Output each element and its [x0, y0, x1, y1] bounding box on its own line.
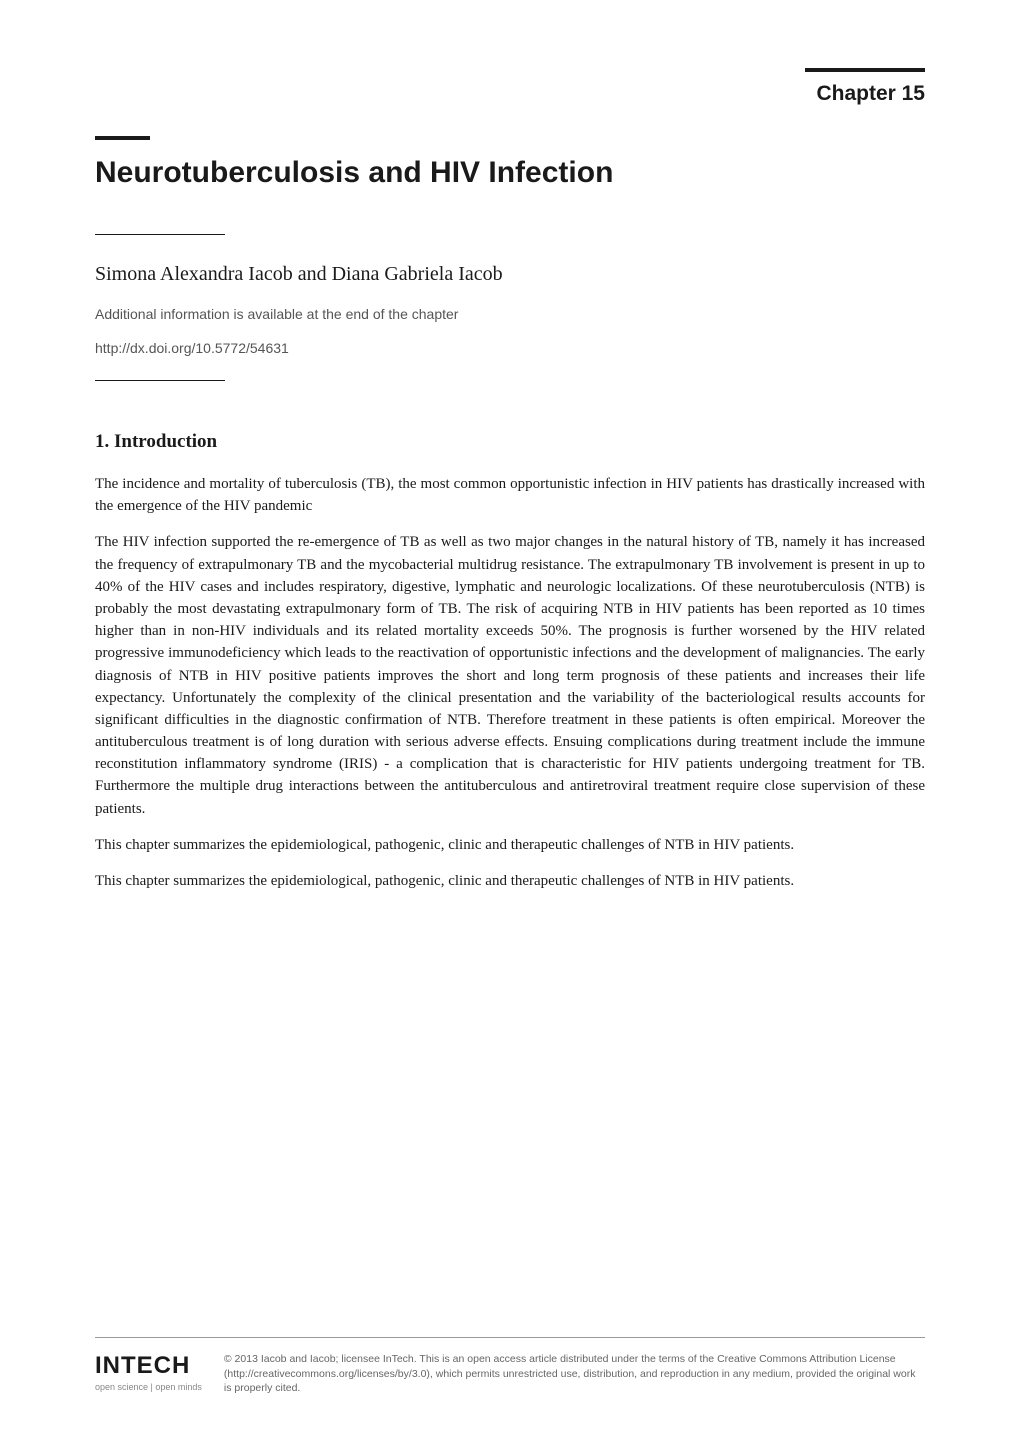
copyright-notice: © 2013 Iacob and Iacob; licensee InTech.…	[224, 1352, 925, 1396]
divider-rule	[95, 234, 225, 235]
body-paragraph: This chapter summarizes the epidemiologi…	[95, 834, 925, 856]
publisher-logo: INTECH open science | open minds	[95, 1352, 202, 1392]
divider-rule	[95, 380, 225, 381]
doi-link: http://dx.doi.org/10.5772/54631	[95, 340, 925, 356]
page-footer: INTECH open science | open minds © 2013 …	[95, 1337, 925, 1396]
body-paragraph: The HIV infection supported the re-emerg…	[95, 531, 925, 819]
authors: Simona Alexandra Iacob and Diana Gabriel…	[95, 263, 925, 286]
additional-info-note: Additional information is available at t…	[95, 306, 925, 322]
section-heading: 1. Introduction	[95, 431, 925, 453]
title-block: Neurotuberculosis and HIV Infection	[95, 144, 925, 190]
body-paragraph: The incidence and mortality of tuberculo…	[95, 473, 925, 517]
chapter-label: Chapter 15	[95, 82, 925, 106]
chapter-title: Neurotuberculosis and HIV Infection	[95, 156, 925, 190]
logo-tagline: open science | open minds	[95, 1382, 202, 1392]
body-paragraph: This chapter summarizes the epidemiologi…	[95, 870, 925, 892]
logo-text: INTECH	[95, 1352, 190, 1380]
